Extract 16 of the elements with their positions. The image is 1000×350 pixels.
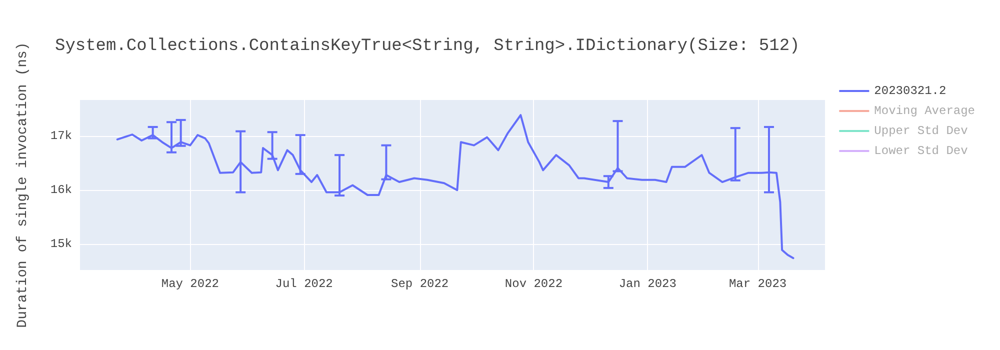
x-tick-label: Nov 2022 [504,277,563,291]
legend-label: Upper Std Dev [874,124,968,138]
x-tick-label: May 2022 [161,277,219,291]
legend-label: Moving Average [874,104,976,118]
x-tick-label: Mar 2023 [728,277,787,291]
y-tick-label: 16k [50,183,72,198]
y-tick-label: 15k [50,237,72,252]
chart-title: System.Collections.ContainsKeyTrue<String, String>.IDictionary(Size: 512) [55,37,800,56]
x-tick-label: Jul 2022 [275,277,333,291]
legend-label: Lower Std Dev [874,144,968,158]
line-series [116,114,794,260]
x-tick-label: Sep 2022 [391,277,449,291]
x-tick-label: Jan 2023 [618,277,676,291]
legend-label: 20230321.2 [874,84,946,98]
y-axis-title: Duration of single invocation (ns) [15,42,31,328]
y-tick-label: 17k [50,129,72,144]
